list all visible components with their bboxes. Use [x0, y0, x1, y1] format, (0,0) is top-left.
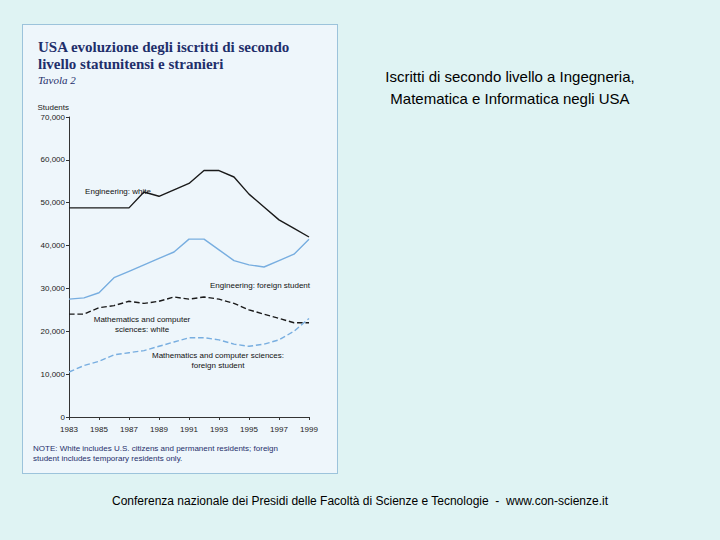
svg-text:Mathematics and computer scien: Mathematics and computer sciences:	[152, 351, 284, 360]
svg-text:foreign student: foreign student	[192, 361, 246, 370]
html-text:Conferenza nazionale dei Presi: Conferenza nazionale dei Presidi delle F…	[112, 494, 608, 508]
svg-text:Mathematics and computer: Mathematics and computer	[94, 315, 191, 324]
html-text:Iscritti di secondo livello a: Iscritti di secondo livello a Ingegneria…	[385, 68, 635, 107]
svg-text:livello statunitensi e stranie: livello statunitensi e stranieri	[38, 56, 223, 72]
svg-text:NOTE: White includes U.S. citi: NOTE: White includes U.S. citizens and p…	[33, 444, 278, 453]
svg-text:30,000: 30,000	[41, 284, 66, 293]
svg-text:20,000: 20,000	[41, 327, 66, 336]
svg-text:Students: Students	[37, 103, 69, 112]
svg-text:sciences: white: sciences: white	[115, 325, 170, 334]
svg-text:Engineering: white: Engineering: white	[85, 187, 151, 196]
svg-text:Engineering: foreign student: Engineering: foreign student	[210, 281, 311, 290]
svg-text:1997: 1997	[270, 425, 288, 434]
svg-text:Tavola 2: Tavola 2	[38, 74, 76, 86]
svg-text:1999: 1999	[300, 425, 318, 434]
svg-text:40,000: 40,000	[41, 241, 66, 250]
svg-text:0: 0	[61, 413, 66, 422]
svg-text:1991: 1991	[180, 425, 198, 434]
svg-text:1995: 1995	[240, 425, 258, 434]
svg-text:1987: 1987	[120, 425, 138, 434]
svg-text:USA evoluzione degli iscritti: USA evoluzione degli iscritti di secondo	[38, 39, 289, 55]
svg-text:50,000: 50,000	[41, 198, 66, 207]
svg-text:1985: 1985	[90, 425, 108, 434]
svg-text:1983: 1983	[60, 425, 78, 434]
svg-text:70,000: 70,000	[41, 113, 66, 122]
svg-text:10,000: 10,000	[41, 370, 66, 379]
svg-text:student includes temporary res: student includes temporary residents onl…	[33, 454, 182, 463]
svg-text:60,000: 60,000	[41, 155, 66, 164]
svg-text:1993: 1993	[210, 425, 228, 434]
svg-text:1989: 1989	[150, 425, 168, 434]
